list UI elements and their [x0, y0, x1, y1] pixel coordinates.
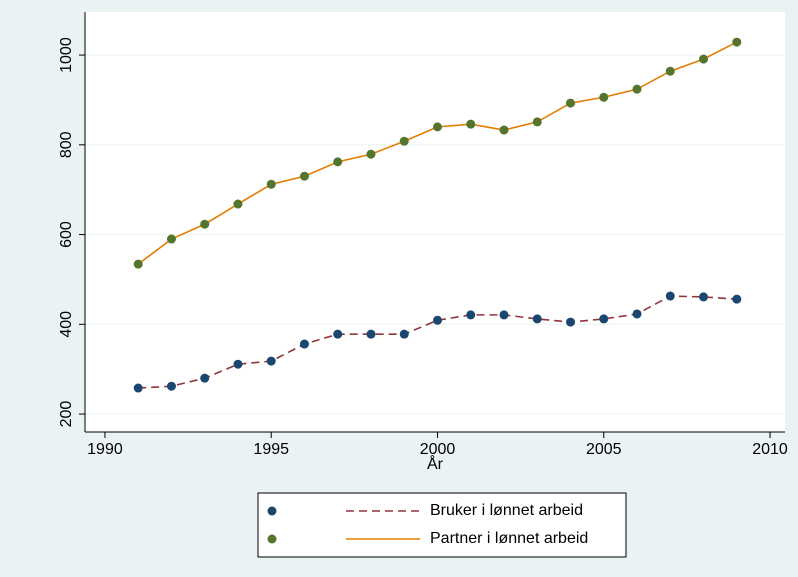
legend-marker — [267, 506, 277, 516]
data-point — [166, 234, 176, 244]
data-point — [200, 373, 210, 383]
data-point — [166, 381, 176, 391]
y-tick-label: 800 — [58, 131, 75, 158]
data-point — [466, 310, 476, 320]
data-point — [366, 149, 376, 159]
legend-label: Partner i lønnet arbeid — [430, 530, 588, 547]
data-point — [133, 383, 143, 393]
data-point — [499, 310, 509, 320]
data-point — [266, 356, 276, 366]
y-tick-label: 600 — [58, 221, 75, 248]
data-point — [333, 157, 343, 167]
data-point — [665, 291, 675, 301]
data-point — [299, 171, 309, 181]
data-point — [732, 37, 742, 47]
data-point — [566, 317, 576, 327]
y-tick-label: 400 — [58, 311, 75, 338]
data-point — [200, 219, 210, 229]
data-point — [466, 119, 476, 129]
data-point — [399, 136, 409, 146]
y-tick-label: 200 — [58, 401, 75, 428]
data-point — [432, 315, 442, 325]
data-point — [266, 179, 276, 189]
data-point — [632, 309, 642, 319]
data-point — [699, 292, 709, 302]
y-tick-label: 1000 — [58, 37, 75, 73]
x-tick-label: 2005 — [586, 441, 622, 458]
data-point — [233, 199, 243, 209]
legend-marker — [267, 534, 277, 544]
data-point — [432, 122, 442, 132]
data-point — [366, 329, 376, 339]
data-point — [532, 314, 542, 324]
data-point — [699, 54, 709, 64]
data-point — [499, 125, 509, 135]
x-tick-label: 2000 — [420, 441, 456, 458]
x-tick-label: 1995 — [253, 441, 289, 458]
data-point — [233, 359, 243, 369]
data-point — [299, 339, 309, 349]
data-point — [532, 117, 542, 127]
data-point — [599, 314, 609, 324]
data-point — [732, 294, 742, 304]
data-point — [333, 329, 343, 339]
x-tick-label: 2010 — [752, 441, 788, 458]
data-point — [399, 329, 409, 339]
legend-box — [257, 492, 627, 558]
data-point — [632, 84, 642, 94]
x-tick-label: 1990 — [87, 441, 123, 458]
data-point — [133, 259, 143, 269]
data-point — [665, 66, 675, 76]
x-axis-label: År — [427, 454, 444, 473]
plot-area — [85, 12, 785, 432]
legend-label: Bruker i lønnet arbeid — [430, 502, 583, 519]
data-point — [566, 98, 576, 108]
data-point — [599, 92, 609, 102]
